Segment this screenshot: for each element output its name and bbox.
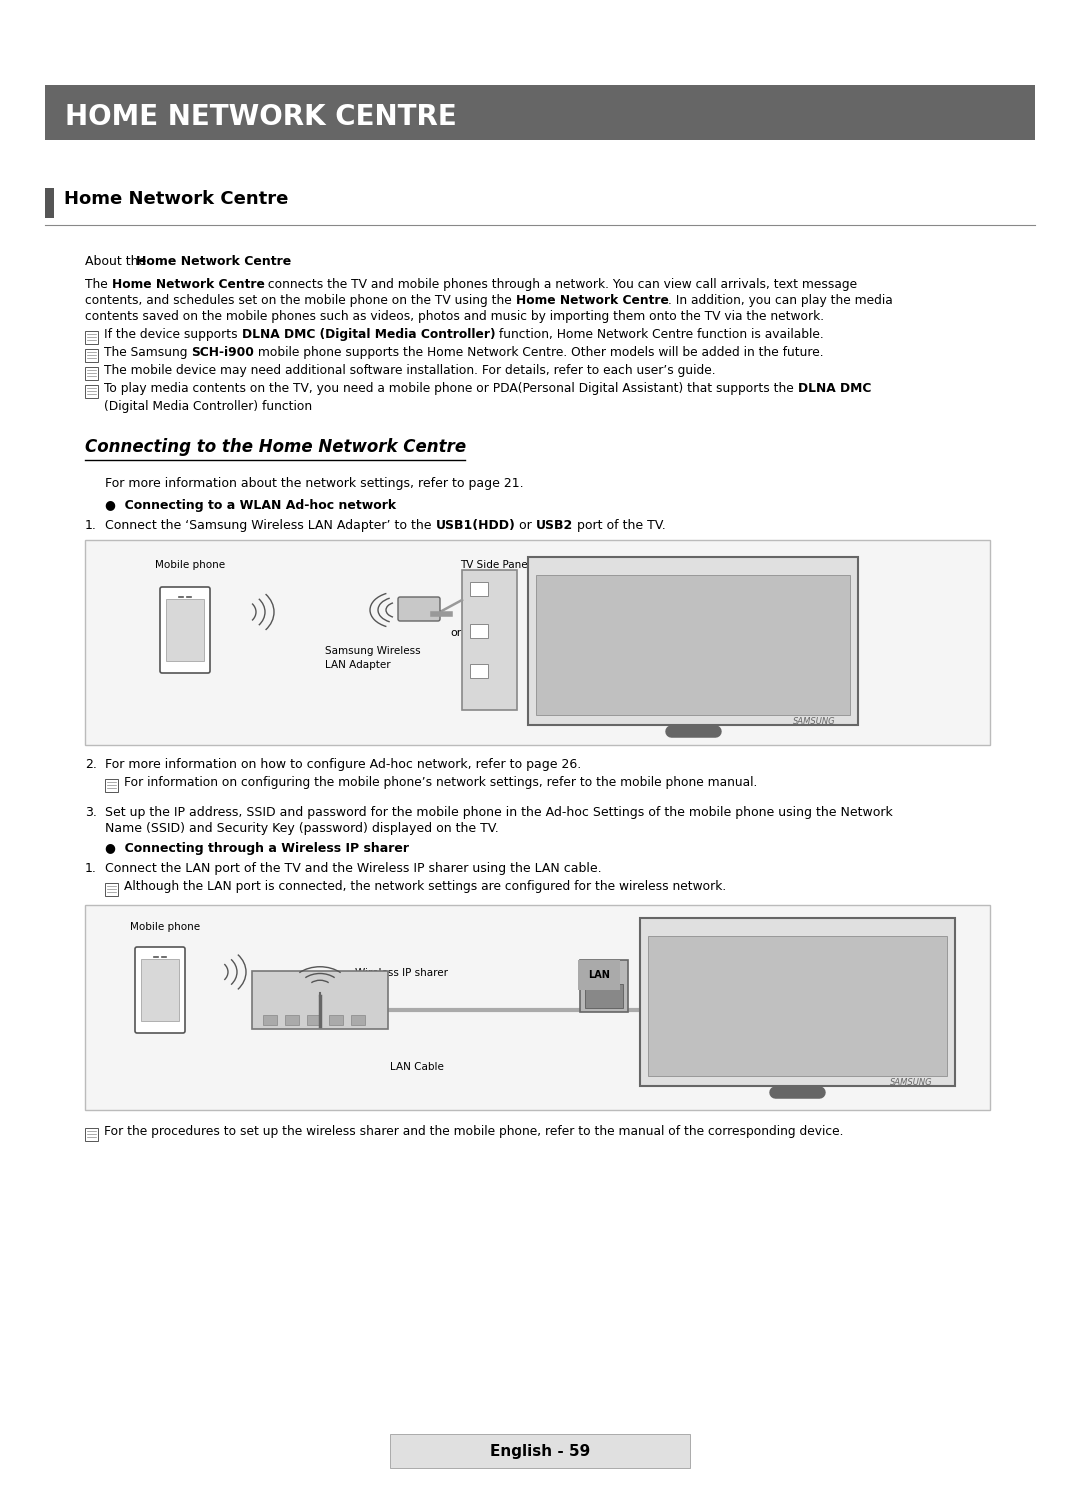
FancyBboxPatch shape — [640, 918, 955, 1086]
Text: SAMSUNG: SAMSUNG — [890, 1077, 933, 1088]
Text: LAN Adapter: LAN Adapter — [325, 661, 391, 670]
Text: For the procedures to set up the wireless sharer and the mobile phone, refer to : For the procedures to set up the wireles… — [104, 1125, 843, 1138]
Text: Set up the IP address, SSID and password for the mobile phone in the Ad-hoc Sett: Set up the IP address, SSID and password… — [105, 806, 893, 818]
FancyBboxPatch shape — [585, 984, 623, 1007]
Text: USB1(HDD): USB1(HDD) — [435, 519, 515, 533]
Text: DLNA DMC (Digital Media Controller): DLNA DMC (Digital Media Controller) — [242, 327, 495, 341]
Text: DLNA DMC: DLNA DMC — [798, 382, 870, 394]
FancyBboxPatch shape — [160, 586, 210, 673]
FancyBboxPatch shape — [85, 1128, 98, 1141]
FancyBboxPatch shape — [105, 780, 118, 792]
FancyBboxPatch shape — [135, 946, 185, 1033]
Text: For information on configuring the mobile phone’s network settings, refer to the: For information on configuring the mobil… — [124, 777, 757, 789]
Text: English - 59: English - 59 — [490, 1443, 590, 1460]
Text: If the device supports: If the device supports — [104, 327, 242, 341]
Text: or: or — [515, 519, 536, 533]
FancyBboxPatch shape — [470, 664, 488, 679]
Text: 3.: 3. — [85, 806, 97, 818]
FancyBboxPatch shape — [580, 960, 627, 1012]
Text: 1.: 1. — [85, 519, 97, 533]
Text: Connect the ‘Samsung Wireless LAN Adapter’ to the: Connect the ‘Samsung Wireless LAN Adapte… — [105, 519, 435, 533]
Text: . In addition, you can play the media: . In addition, you can play the media — [669, 295, 893, 307]
Text: To play media contents on the TV, you need a mobile phone or PDA(Personal Digita: To play media contents on the TV, you ne… — [104, 382, 798, 394]
Text: LAN Cable: LAN Cable — [390, 1062, 444, 1071]
FancyBboxPatch shape — [462, 570, 517, 710]
FancyBboxPatch shape — [470, 623, 488, 638]
FancyBboxPatch shape — [166, 600, 204, 661]
Text: Samsung Wireless: Samsung Wireless — [325, 646, 420, 656]
Text: Home Network Centre: Home Network Centre — [111, 278, 265, 292]
Text: HOME NETWORK CENTRE: HOME NETWORK CENTRE — [65, 103, 457, 131]
Text: (Digital Media Controller) function: (Digital Media Controller) function — [104, 400, 312, 414]
FancyBboxPatch shape — [85, 540, 990, 745]
Text: Mobile phone: Mobile phone — [130, 923, 200, 931]
Text: Name (SSID) and Security Key (password) displayed on the TV.: Name (SSID) and Security Key (password) … — [105, 821, 499, 835]
FancyBboxPatch shape — [85, 350, 98, 362]
Text: USB2: USB2 — [536, 519, 573, 533]
Text: Home Network Centre: Home Network Centre — [136, 254, 292, 268]
Text: ●  Connecting to a WLAN Ad-hoc network: ● Connecting to a WLAN Ad-hoc network — [105, 498, 396, 512]
FancyBboxPatch shape — [252, 972, 388, 1030]
FancyBboxPatch shape — [285, 1015, 299, 1025]
FancyBboxPatch shape — [528, 557, 858, 725]
Text: port of the TV.: port of the TV. — [573, 519, 666, 533]
Text: SAMSUNG: SAMSUNG — [793, 717, 836, 726]
Text: contents saved on the mobile phones such as videos, photos and music by importin: contents saved on the mobile phones such… — [85, 310, 824, 323]
FancyBboxPatch shape — [85, 330, 98, 344]
FancyBboxPatch shape — [307, 1015, 321, 1025]
Text: Mobile phone: Mobile phone — [156, 559, 225, 570]
FancyBboxPatch shape — [141, 958, 179, 1021]
FancyBboxPatch shape — [536, 574, 850, 716]
FancyBboxPatch shape — [105, 882, 118, 896]
FancyBboxPatch shape — [85, 905, 990, 1110]
Text: The Samsung: The Samsung — [104, 347, 191, 359]
FancyBboxPatch shape — [329, 1015, 343, 1025]
FancyBboxPatch shape — [45, 187, 54, 219]
FancyBboxPatch shape — [470, 582, 488, 597]
FancyBboxPatch shape — [390, 1434, 690, 1469]
FancyBboxPatch shape — [648, 936, 947, 1076]
Text: The mobile device may need additional software installation. For details, refer : The mobile device may need additional so… — [104, 365, 716, 376]
Text: 2.: 2. — [85, 757, 97, 771]
Text: contents, and schedules set on the mobile phone on the TV using the: contents, and schedules set on the mobil… — [85, 295, 515, 307]
Text: mobile phone supports the Home Network Centre. Other models will be added in the: mobile phone supports the Home Network C… — [254, 347, 824, 359]
Text: The: The — [85, 278, 111, 292]
Text: About the: About the — [85, 254, 150, 268]
Text: Home Network Centre: Home Network Centre — [64, 190, 288, 208]
Text: Wireless IP sharer: Wireless IP sharer — [355, 969, 448, 978]
Text: Connecting to the Home Network Centre: Connecting to the Home Network Centre — [85, 437, 467, 455]
Text: connects the TV and mobile phones through a network. You can view call arrivals,: connects the TV and mobile phones throug… — [265, 278, 858, 292]
FancyBboxPatch shape — [45, 85, 1035, 140]
Text: SCH-i900: SCH-i900 — [191, 347, 254, 359]
Text: 1.: 1. — [85, 862, 97, 875]
FancyBboxPatch shape — [399, 597, 440, 620]
Text: For more information about the network settings, refer to page 21.: For more information about the network s… — [105, 478, 524, 490]
Text: LAN: LAN — [588, 970, 610, 981]
FancyBboxPatch shape — [85, 385, 98, 397]
Text: ●  Connecting through a Wireless IP sharer: ● Connecting through a Wireless IP share… — [105, 842, 409, 856]
FancyBboxPatch shape — [264, 1015, 276, 1025]
Text: Although the LAN port is connected, the network settings are configured for the : Although the LAN port is connected, the … — [124, 879, 726, 893]
FancyBboxPatch shape — [85, 368, 98, 379]
Text: Home Network Centre: Home Network Centre — [515, 295, 669, 307]
Text: Connect the LAN port of the TV and the Wireless IP sharer using the LAN cable.: Connect the LAN port of the TV and the W… — [105, 862, 602, 875]
Text: or: or — [450, 628, 461, 638]
Text: TV Side Panel: TV Side Panel — [460, 559, 530, 570]
Text: For more information on how to configure Ad-hoc network, refer to page 26.: For more information on how to configure… — [105, 757, 581, 771]
FancyBboxPatch shape — [351, 1015, 365, 1025]
Text: function, Home Network Centre function is available.: function, Home Network Centre function i… — [495, 327, 824, 341]
